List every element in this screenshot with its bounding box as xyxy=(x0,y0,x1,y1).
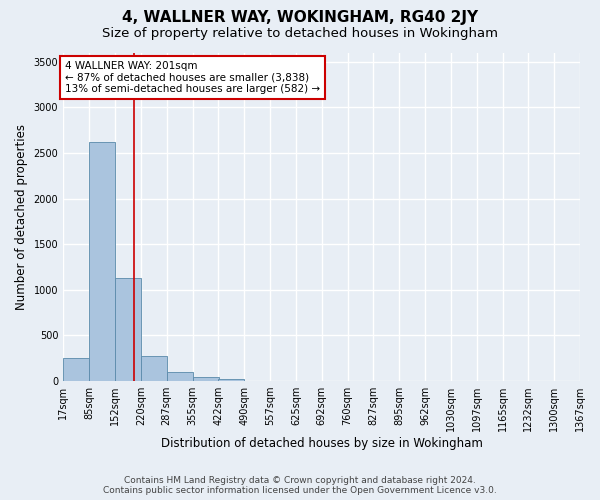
Bar xyxy=(89,142,115,381)
Text: 4 WALLNER WAY: 201sqm
← 87% of detached houses are smaller (3,838)
13% of semi-d: 4 WALLNER WAY: 201sqm ← 87% of detached … xyxy=(65,60,320,94)
Bar xyxy=(63,358,89,381)
Bar xyxy=(167,372,193,381)
Text: Size of property relative to detached houses in Wokingham: Size of property relative to detached ho… xyxy=(102,28,498,40)
X-axis label: Distribution of detached houses by size in Wokingham: Distribution of detached houses by size … xyxy=(161,437,482,450)
Bar xyxy=(115,278,141,381)
Text: 4, WALLNER WAY, WOKINGHAM, RG40 2JY: 4, WALLNER WAY, WOKINGHAM, RG40 2JY xyxy=(122,10,478,25)
Bar xyxy=(193,376,218,381)
Bar xyxy=(141,356,167,381)
Text: Contains HM Land Registry data © Crown copyright and database right 2024.
Contai: Contains HM Land Registry data © Crown c… xyxy=(103,476,497,495)
Bar xyxy=(218,380,244,381)
Y-axis label: Number of detached properties: Number of detached properties xyxy=(15,124,28,310)
